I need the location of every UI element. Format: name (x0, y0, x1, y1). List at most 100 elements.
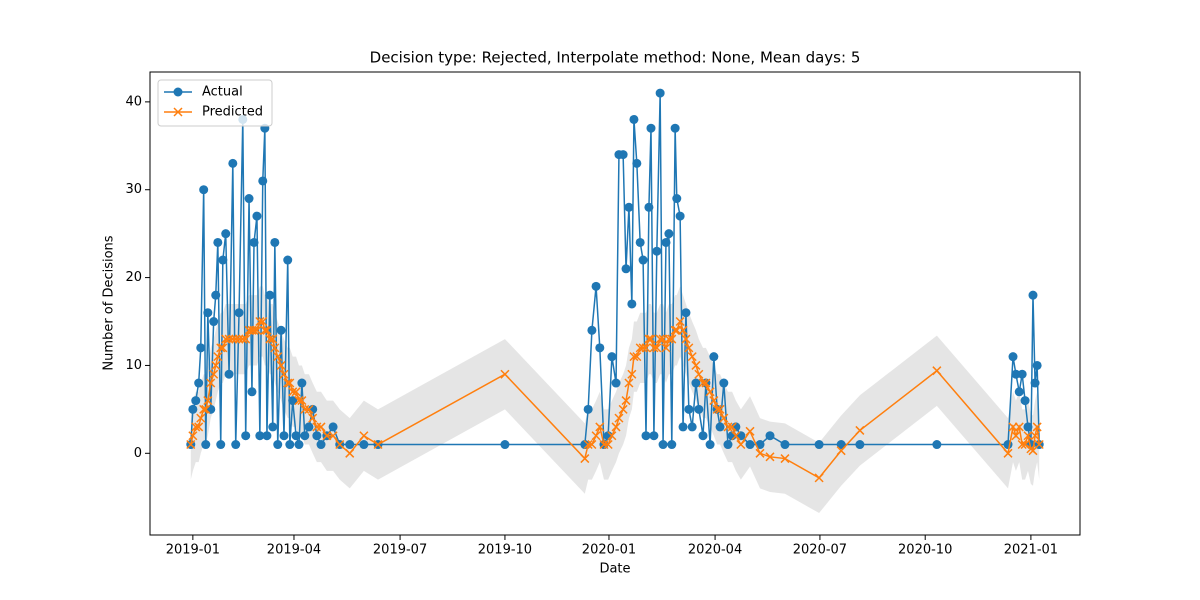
x-tick-label: 2019-01 (166, 543, 220, 558)
point (672, 194, 682, 204)
point (1028, 290, 1038, 300)
point (591, 281, 601, 291)
point (715, 422, 725, 432)
point (595, 343, 605, 353)
point (814, 473, 824, 483)
point (203, 308, 213, 318)
point (283, 378, 293, 388)
point (218, 255, 228, 265)
point (624, 202, 634, 212)
legend-label: Predicted (202, 105, 263, 120)
point (300, 404, 310, 414)
point (191, 422, 201, 432)
x-tick-label: 2019-07 (373, 543, 427, 558)
point (655, 334, 665, 344)
point (780, 440, 790, 450)
point (231, 334, 241, 344)
legend-marker (173, 87, 183, 97)
point (670, 325, 680, 335)
point (211, 360, 221, 370)
point (641, 431, 651, 441)
point (234, 334, 244, 344)
point (247, 387, 257, 397)
point (209, 369, 219, 379)
point (231, 440, 241, 450)
point (1017, 439, 1027, 450)
point (194, 422, 204, 432)
point (627, 369, 637, 379)
point (855, 440, 865, 450)
point (241, 334, 251, 344)
y-tick-label: 40 (125, 94, 142, 109)
point (1014, 422, 1024, 432)
point (583, 439, 593, 450)
point (201, 404, 211, 414)
point (241, 431, 251, 441)
point (603, 439, 613, 450)
point (1023, 422, 1033, 432)
point (276, 360, 286, 370)
point (216, 343, 226, 353)
point (1014, 387, 1024, 397)
point (611, 422, 621, 432)
point (316, 422, 326, 432)
point (719, 413, 729, 423)
point (705, 387, 715, 397)
point (265, 290, 275, 300)
point (188, 431, 198, 441)
point (644, 202, 654, 212)
x-tick-label: 2020-01 (582, 543, 636, 558)
point (836, 440, 846, 450)
point (255, 431, 265, 441)
point (199, 185, 209, 195)
point (304, 422, 314, 432)
point (1003, 440, 1013, 450)
point (681, 334, 691, 344)
x-axis-label: Date (599, 562, 630, 577)
point (294, 396, 304, 406)
point (335, 439, 345, 450)
point (1032, 360, 1042, 370)
point (629, 114, 639, 124)
x-tick-label: 2021-01 (1004, 543, 1058, 558)
point (652, 246, 662, 256)
x-tick-label: 2020-04 (688, 543, 742, 558)
point (213, 352, 223, 362)
point (238, 334, 248, 344)
point (224, 334, 234, 344)
point (629, 352, 639, 362)
point (312, 422, 322, 432)
series (186, 316, 1044, 483)
point (709, 352, 719, 362)
point (691, 378, 701, 388)
point (591, 431, 601, 441)
point (1030, 431, 1040, 441)
point (701, 378, 711, 388)
point (221, 334, 231, 344)
x-tick-label: 2020-07 (793, 543, 847, 558)
point (288, 387, 298, 397)
series (186, 88, 1044, 450)
point (765, 431, 775, 441)
point (194, 378, 204, 388)
point (687, 352, 697, 362)
point (667, 334, 677, 344)
point (618, 404, 628, 414)
point (641, 343, 651, 353)
point (199, 404, 209, 414)
y-tick-label: 0 (134, 446, 142, 461)
point (664, 334, 674, 344)
y-tick-label: 20 (125, 270, 142, 285)
point (359, 440, 369, 450)
point (632, 352, 642, 362)
point (719, 378, 729, 388)
point (644, 334, 654, 344)
point (580, 454, 590, 464)
point (288, 396, 298, 406)
point (618, 150, 628, 160)
point (291, 387, 301, 397)
point (300, 431, 310, 441)
point (249, 237, 259, 247)
point (727, 422, 737, 432)
point (627, 299, 637, 309)
